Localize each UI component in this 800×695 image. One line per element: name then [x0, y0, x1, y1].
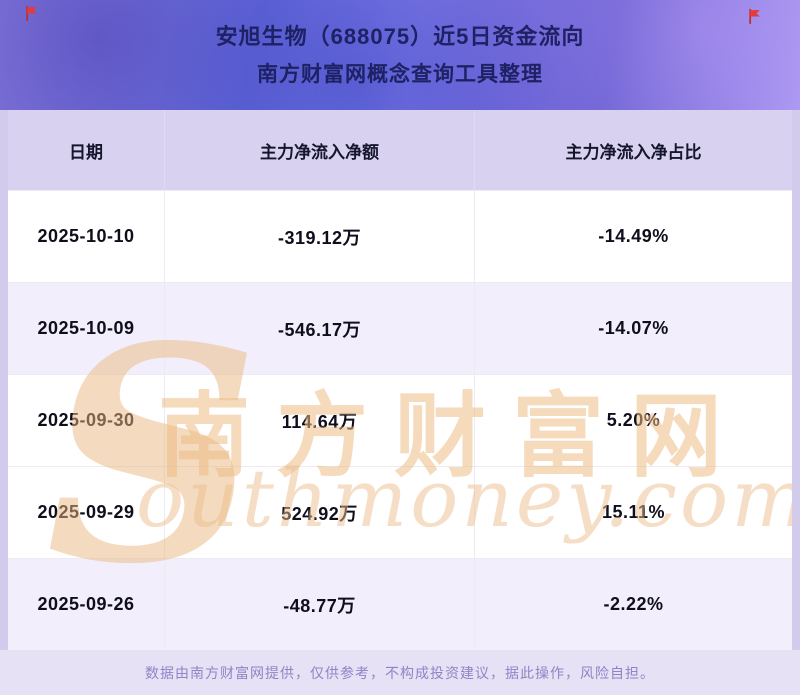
ratio-cell: -14.49% — [598, 226, 669, 246]
amount-cell: -48.77万 — [165, 559, 475, 650]
table-row: 2025-09-26 -48.77万 -2.22% — [8, 558, 792, 650]
page-title-line2: 南方财富网概念查询工具整理 — [257, 62, 543, 86]
date-cell: 2025-10-09 — [8, 283, 165, 374]
date-cell: 2025-10-10 — [8, 191, 165, 282]
table-header-row: 日期 主力净流入净额 主力净流入净占比 — [8, 110, 792, 190]
page-title-line1: 安旭生物（688075）近5日资金流向 — [215, 23, 585, 49]
date-cell: 2025-09-30 — [8, 375, 165, 466]
table-row: 2025-10-10 -319.12万 -14.49% — [8, 190, 792, 282]
footer: 数据由南方财富网提供，仅供参考，不构成投资建议，据此操作，风险自担。 — [0, 650, 800, 695]
amount-cell: 114.64万 — [165, 375, 475, 466]
amount-cell: 524.92万 — [165, 467, 475, 558]
column-header-ratio: 主力净流入净占比 — [565, 142, 702, 162]
flag-icon — [24, 5, 41, 22]
footer-disclaimer: 数据由南方财富网提供，仅供参考，不构成投资建议，据此操作，风险自担。 — [145, 664, 655, 681]
date-cell: 2025-09-29 — [8, 467, 165, 558]
amount-cell: -319.12万 — [165, 191, 475, 282]
flag-icon — [747, 8, 764, 25]
table-row: 2025-10-09 -546.17万 -14.07% — [8, 282, 792, 374]
ratio-cell: -14.07% — [598, 318, 669, 338]
table-row: 2025-09-29 524.92万 15.11% — [8, 466, 792, 558]
ratio-cell: -2.22% — [603, 594, 664, 614]
column-header-amount: 主力净流入净额 — [165, 110, 475, 190]
table-row: 2025-09-30 114.64万 5.20% — [8, 374, 792, 466]
date-cell: 2025-09-26 — [8, 559, 165, 650]
ratio-cell: 5.20% — [606, 410, 661, 430]
banner: 安旭生物（688075）近5日资金流向 南方财富网概念查询工具整理 — [0, 0, 800, 110]
ratio-cell: 15.11% — [601, 502, 666, 522]
fund-flow-table: 日期 主力净流入净额 主力净流入净占比 2025-10-10 -319.12万 … — [8, 110, 792, 650]
amount-cell: -546.17万 — [165, 283, 475, 374]
column-header-date: 日期 — [8, 110, 165, 190]
